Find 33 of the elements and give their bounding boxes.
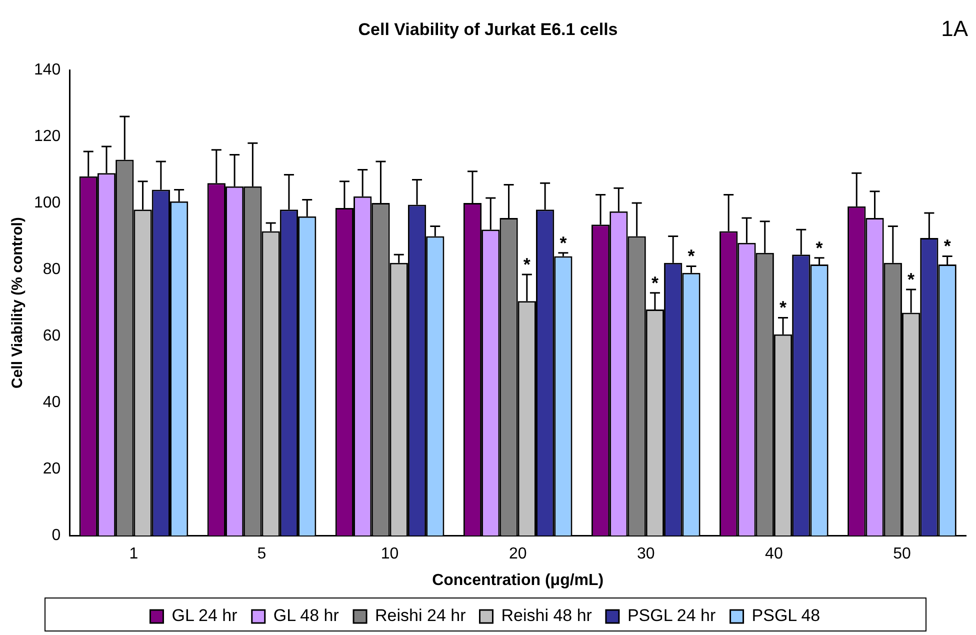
annotation: * [651,272,658,293]
annotation: * [944,236,951,256]
y-tick-label: 120 [34,128,61,145]
x-tick-label: 5 [257,546,266,563]
x-tick-label: 50 [893,546,911,563]
y-tick-label: 60 [42,327,61,344]
legend-label: PSGL 48 [752,606,820,626]
annotation: * [560,232,567,253]
y-axis-title: Cell Viability (% control) [9,217,26,389]
chart-title: Cell Viability of Jurkat E6.1 cells [358,20,618,39]
y-tick-label: 20 [42,460,61,478]
legend-label: PSGL 24 hr [627,606,716,626]
annotation: * [908,269,915,290]
x-tick-label: 40 [765,546,783,563]
x-tick-label: 1 [129,546,138,563]
legend-label: Reishi 48 hr [501,606,592,626]
legend-label: Reishi 24 hr [375,606,466,626]
y-tick-label: 40 [42,394,61,411]
x-axis-title: Concentration (μg/mL) [432,572,604,589]
y-tick-label: 0 [52,527,61,544]
annotation: * [688,246,695,266]
text: 1A [941,16,968,42]
annotation: * [816,238,823,258]
legend-label: GL 48 hr [273,606,340,626]
annotation: * [779,298,787,318]
y-tick-label: 80 [42,260,61,278]
annotation: * [523,254,530,274]
x-tick-label: 20 [508,546,527,563]
y-tick-label: 100 [34,194,61,212]
x-tick-label: 30 [636,546,655,563]
y-tick-label: 140 [34,61,61,78]
legend-label: GL 24 hr [172,606,238,626]
x-tick-label: 10 [380,546,399,563]
